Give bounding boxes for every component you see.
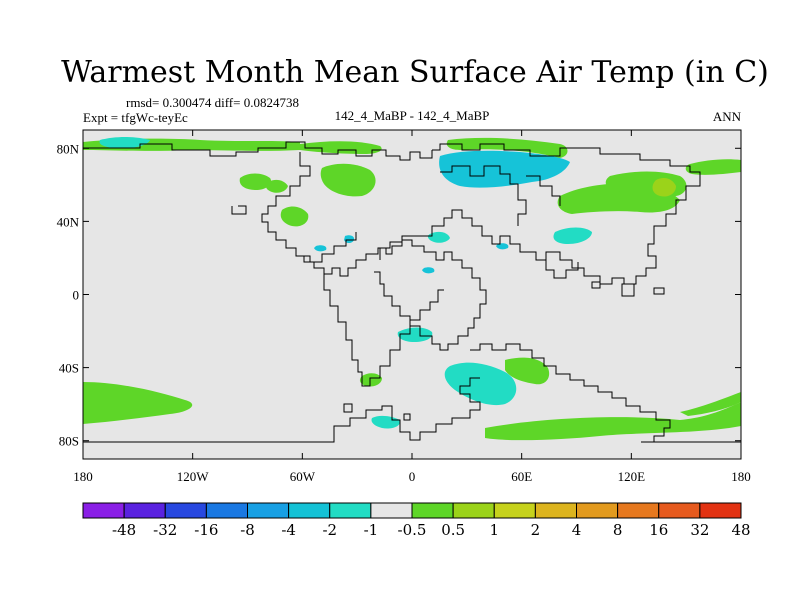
- anomaly-patch-siberia-rim: [446, 137, 568, 158]
- colorbar-swatch: [452, 502, 495, 519]
- center-label: 142_4_MaBP - 142_4_MaBP: [335, 108, 490, 123]
- latitude-ticks: 80N 40N 0 40S 80S: [57, 141, 741, 449]
- coastline-north-america: [83, 141, 433, 161]
- lat-tick-label: 80N: [57, 141, 80, 156]
- colorbar-label: 8: [613, 521, 623, 539]
- coastline-hudson: [231, 205, 247, 215]
- colorbar-label: 32: [690, 521, 709, 539]
- anomaly-patch-south-ocean-small: [359, 373, 382, 387]
- anomaly-patch-north-pacific: [685, 159, 741, 175]
- colorbar-label: 48: [731, 521, 750, 539]
- stats-label: rmsd= 0.300474 diff= 0.0824738: [126, 95, 299, 110]
- map-panel: 180 120W 60W 0 60E 120E 180 80N 40N 0 40S 80S: [57, 129, 751, 484]
- colorbar-swatch: [329, 502, 372, 519]
- longitude-ticks: 180 120W 60W 0 60E 120E 180: [73, 130, 751, 484]
- colorbar-label: 2: [531, 521, 541, 539]
- colorbar-label: 0.5: [441, 521, 465, 539]
- coastline-australia: [470, 343, 671, 443]
- figure-title: Warmest Month Mean Surface Air Temp (in …: [61, 55, 769, 90]
- anomaly-patch-equator: [422, 267, 435, 274]
- colorbar-label: -8: [240, 521, 255, 539]
- anomaly-patch-scandinavia: [320, 163, 376, 197]
- anomaly-patch-arctic-cyan: [99, 137, 150, 149]
- colorbar-swatch: [493, 502, 536, 519]
- colorbar-swatch: [247, 502, 290, 519]
- anomaly-patch-southern-africa: [397, 327, 433, 342]
- season-label: ANN: [713, 109, 742, 124]
- colorbar-label: 1: [489, 521, 499, 539]
- anomaly-patch-northeast-asia-warm: [652, 178, 676, 197]
- lon-tick-label: 120W: [177, 469, 210, 484]
- anomaly-patch-canada: [239, 173, 272, 190]
- coastline-central-america: [304, 232, 357, 263]
- anomaly-patch-southern-right: [485, 402, 741, 441]
- anomaly-patch-greenland: [300, 141, 382, 154]
- anomaly-patch-equatorial-pacific: [496, 243, 509, 250]
- colorbar-label: -48: [112, 521, 136, 539]
- anomaly-patch-siberia: [439, 150, 570, 188]
- anomaly-patch-north-africa: [344, 235, 355, 243]
- colorbar-swatch: [205, 502, 248, 519]
- lon-tick-label: 0: [409, 469, 416, 484]
- colorbar-swatch: [411, 502, 454, 519]
- anomaly-patches: [83, 137, 741, 441]
- lat-tick-label: 40S: [59, 361, 79, 376]
- colorbar-label: -1: [364, 521, 379, 539]
- lon-tick-label: 180: [731, 469, 751, 484]
- colorbar-swatch: [576, 502, 619, 519]
- coastline-africa: [374, 239, 487, 351]
- colorbar-swatch: [288, 502, 331, 519]
- anomaly-patch-southern-left: [83, 382, 193, 424]
- colorbar-label: -0.5: [398, 521, 427, 539]
- coastline-south-america: [323, 274, 444, 387]
- colorbar-swatch: [164, 502, 207, 519]
- lat-tick-label: 0: [73, 288, 80, 303]
- colorbar-swatch: [617, 502, 660, 519]
- coastline-eurasia: [418, 143, 701, 285]
- coastline-siberia: [440, 165, 527, 226]
- colorbar: -48 -32 -16 -8 -4 -2 -1 -0.5 0.5 1 2 4 8 16 32 48: [82, 502, 751, 539]
- coastlines: [83, 141, 741, 443]
- coastline-antarctic-peninsula: [343, 403, 411, 421]
- expt-label: Expt = tfgWc-teyEc: [83, 110, 188, 125]
- lon-tick-label: 120E: [618, 469, 646, 484]
- anomaly-patch-north-america: [280, 206, 309, 227]
- coastline-siberia-inner: [526, 175, 561, 206]
- lon-tick-label: 60W: [290, 469, 316, 484]
- colorbar-swatch: [658, 502, 701, 519]
- anomaly-patch-canada-west: [265, 179, 288, 193]
- anomaly-patch-indian-ocean-green: [505, 357, 550, 385]
- anomaly-patch-south-atlantic: [371, 415, 401, 429]
- anomaly-patch-mediterranean: [427, 231, 450, 243]
- colorbar-swatch: [699, 502, 742, 519]
- colorbar-label: 16: [649, 521, 668, 539]
- colorbar-swatch: [534, 502, 577, 519]
- colorbar-swatch: [370, 502, 413, 519]
- colorbar-label: -4: [281, 521, 296, 539]
- coastline-india: [545, 260, 579, 279]
- anomaly-patch-caspian: [553, 227, 592, 244]
- colorbar-swatch: [82, 502, 125, 519]
- colorbar-label: 4: [572, 521, 582, 539]
- colorbar-label: -16: [194, 521, 218, 539]
- lon-tick-label: 60E: [511, 469, 532, 484]
- colorbar-swatch: [123, 502, 166, 519]
- colorbar-label: -32: [153, 521, 177, 539]
- lat-tick-label: 40N: [57, 214, 80, 229]
- anomaly-patch-southern-east: [680, 392, 741, 416]
- lat-tick-label: 80S: [59, 434, 79, 449]
- coastline-antarctica: [83, 377, 481, 443]
- coastline-se-asia-islands: [591, 281, 665, 297]
- lon-tick-label: 180: [73, 469, 93, 484]
- colorbar-label: -2: [322, 521, 337, 539]
- anomaly-patch-atlantic: [314, 245, 327, 252]
